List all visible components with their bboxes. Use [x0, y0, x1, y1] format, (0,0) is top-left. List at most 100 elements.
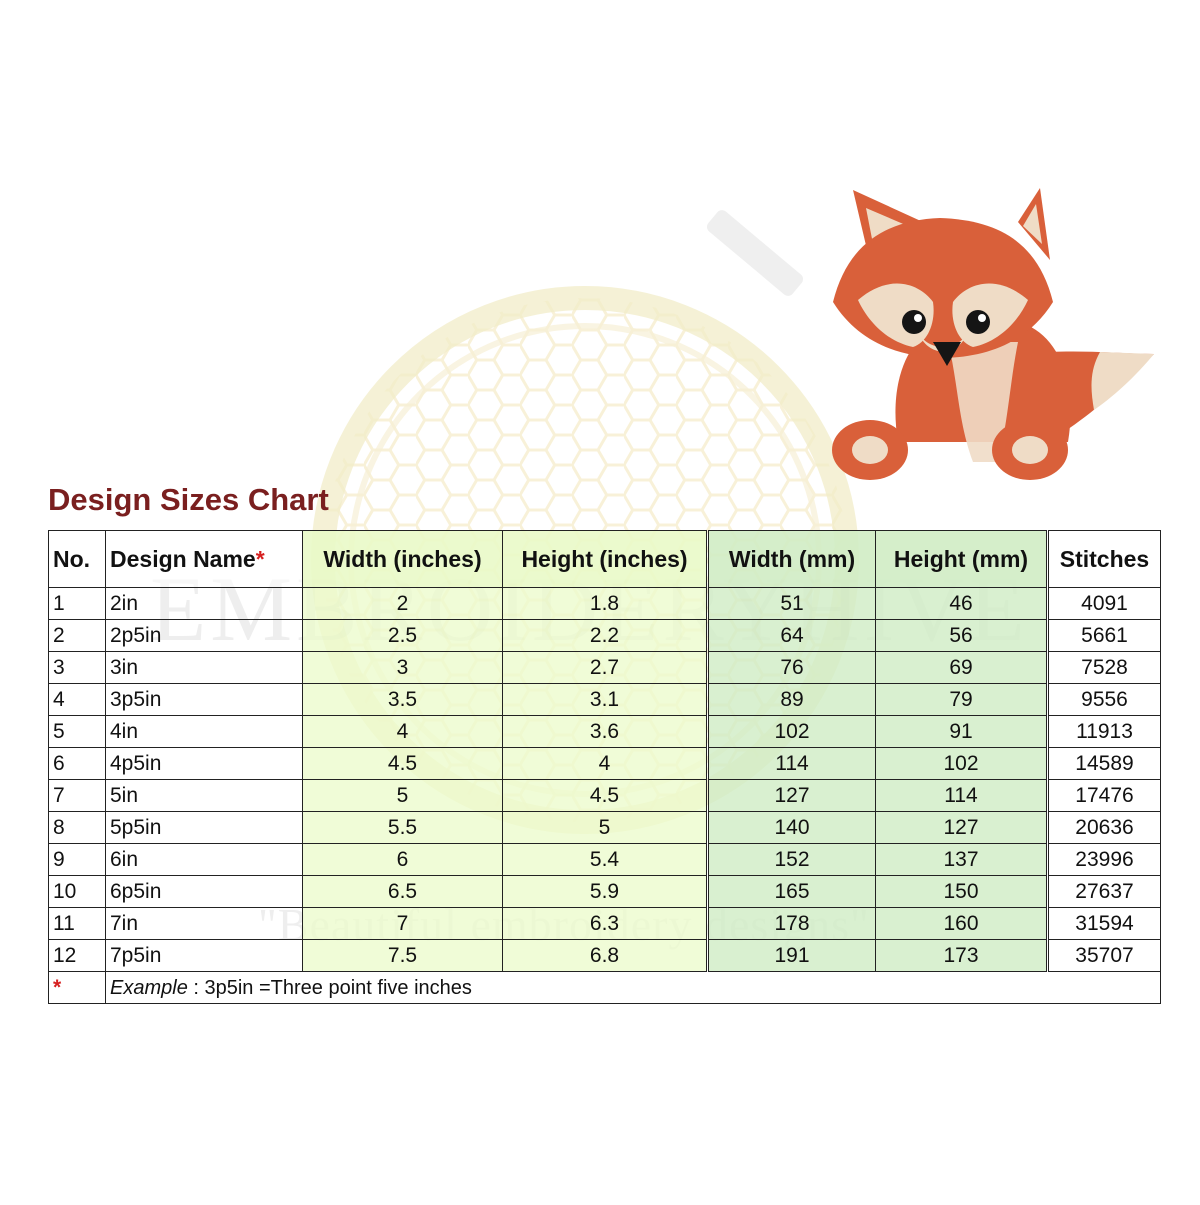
table-row: 2 2p5in 2.5 2.2 64 56 5661	[48, 619, 1161, 652]
note-body: 3p5in =Three point five inches	[204, 976, 472, 999]
cell-height-inches: 4	[502, 747, 708, 780]
cell-width-mm: 152	[706, 843, 876, 876]
cell-width-inches: 6.5	[302, 875, 503, 908]
cell-stitches: 17476	[1046, 779, 1161, 812]
cell-no: 2	[48, 619, 106, 652]
cell-height-inches: 5	[502, 811, 708, 844]
cell-width-inches: 2.5	[302, 619, 503, 652]
table-header-row: No. Design Name* Width (inches) Height (…	[48, 530, 1161, 588]
cell-width-mm: 127	[706, 779, 876, 812]
cell-design-name: 3in	[105, 651, 303, 684]
cell-height-inches: 5.9	[502, 875, 708, 908]
header-design-name: Design Name*	[105, 530, 303, 588]
cell-height-inches: 1.8	[502, 587, 708, 620]
cell-width-inches: 5.5	[302, 811, 503, 844]
cell-width-mm: 89	[706, 683, 876, 716]
cell-height-mm: 56	[875, 619, 1048, 652]
note-asterisk: *	[48, 971, 106, 1004]
note-row: * Example : 3p5in =Three point five inch…	[48, 971, 1161, 1004]
table-row: 5 4in 4 3.6 102 91 11913	[48, 715, 1161, 748]
table-row: 11 7in 7 6.3 178 160 31594	[48, 907, 1161, 940]
cell-height-inches: 5.4	[502, 843, 708, 876]
cell-width-inches: 3.5	[302, 683, 503, 716]
cell-height-inches: 4.5	[502, 779, 708, 812]
header-width-inches: Width (inches)	[302, 530, 503, 588]
cell-width-mm: 114	[706, 747, 876, 780]
cell-no: 3	[48, 651, 106, 684]
table-row: 8 5p5in 5.5 5 140 127 20636	[48, 811, 1161, 844]
header-height-mm: Height (mm)	[875, 530, 1048, 588]
cell-stitches: 9556	[1046, 683, 1161, 716]
cell-design-name: 6in	[105, 843, 303, 876]
cell-stitches: 31594	[1046, 907, 1161, 940]
cell-height-inches: 2.7	[502, 651, 708, 684]
table-row: 10 6p5in 6.5 5.9 165 150 27637	[48, 875, 1161, 908]
cell-height-inches: 3.6	[502, 715, 708, 748]
cell-height-mm: 137	[875, 843, 1048, 876]
cell-stitches: 35707	[1046, 939, 1161, 972]
cell-stitches: 20636	[1046, 811, 1161, 844]
cell-stitches: 14589	[1046, 747, 1161, 780]
fox-icon	[832, 188, 1154, 480]
table-row: 12 7p5in 7.5 6.8 191 173 35707	[48, 939, 1161, 972]
cell-design-name: 7in	[105, 907, 303, 940]
cell-design-name: 5p5in	[105, 811, 303, 844]
cell-no: 7	[48, 779, 106, 812]
cell-height-mm: 102	[875, 747, 1048, 780]
cell-no: 8	[48, 811, 106, 844]
cell-width-mm: 76	[706, 651, 876, 684]
cell-no: 12	[48, 939, 106, 972]
cell-height-mm: 79	[875, 683, 1048, 716]
cell-design-name: 3p5in	[105, 683, 303, 716]
cell-design-name: 6p5in	[105, 875, 303, 908]
table-row: 4 3p5in 3.5 3.1 89 79 9556	[48, 683, 1161, 716]
cell-no: 4	[48, 683, 106, 716]
cell-stitches: 23996	[1046, 843, 1161, 876]
cell-height-inches: 6.3	[502, 907, 708, 940]
cell-design-name: 4p5in	[105, 747, 303, 780]
table-row: 9 6in 6 5.4 152 137 23996	[48, 843, 1161, 876]
cell-height-inches: 6.8	[502, 939, 708, 972]
cell-height-mm: 127	[875, 811, 1048, 844]
cell-no: 9	[48, 843, 106, 876]
cell-no: 1	[48, 587, 106, 620]
cell-height-mm: 91	[875, 715, 1048, 748]
header-width-mm: Width (mm)	[706, 530, 876, 588]
cell-stitches: 4091	[1046, 587, 1161, 620]
cell-design-name: 2in	[105, 587, 303, 620]
cell-width-mm: 191	[706, 939, 876, 972]
cell-stitches: 5661	[1046, 619, 1161, 652]
cell-height-mm: 150	[875, 875, 1048, 908]
header-stitches: Stitches	[1046, 530, 1161, 588]
cell-width-inches: 5	[302, 779, 503, 812]
design-sizes-table: No. Design Name* Width (inches) Height (…	[48, 530, 1161, 1004]
cell-width-inches: 4.5	[302, 747, 503, 780]
cell-design-name: 2p5in	[105, 619, 303, 652]
cell-width-inches: 7.5	[302, 939, 503, 972]
cell-height-mm: 46	[875, 587, 1048, 620]
cell-stitches: 27637	[1046, 875, 1161, 908]
cell-design-name: 4in	[105, 715, 303, 748]
cell-width-mm: 165	[706, 875, 876, 908]
header-height-inches: Height (inches)	[502, 530, 708, 588]
cell-width-inches: 6	[302, 843, 503, 876]
cell-design-name: 5in	[105, 779, 303, 812]
cell-height-mm: 114	[875, 779, 1048, 812]
table-row: 7 5in 5 4.5 127 114 17476	[48, 779, 1161, 812]
table-row: 1 2in 2 1.8 51 46 4091	[48, 587, 1161, 620]
table-row: 3 3in 3 2.7 76 69 7528	[48, 651, 1161, 684]
header-asterisk: *	[255, 546, 265, 572]
header-no: No.	[48, 530, 106, 588]
cell-height-mm: 69	[875, 651, 1048, 684]
cell-no: 5	[48, 715, 106, 748]
cell-height-mm: 160	[875, 907, 1048, 940]
cell-width-inches: 4	[302, 715, 503, 748]
cell-no: 11	[48, 907, 106, 940]
cell-no: 6	[48, 747, 106, 780]
cell-width-mm: 178	[706, 907, 876, 940]
note-label: Example	[110, 976, 188, 999]
note-separator: :	[187, 976, 205, 999]
header-design-name-label: Design Name	[110, 546, 256, 572]
cell-design-name: 7p5in	[105, 939, 303, 972]
cell-width-inches: 3	[302, 651, 503, 684]
